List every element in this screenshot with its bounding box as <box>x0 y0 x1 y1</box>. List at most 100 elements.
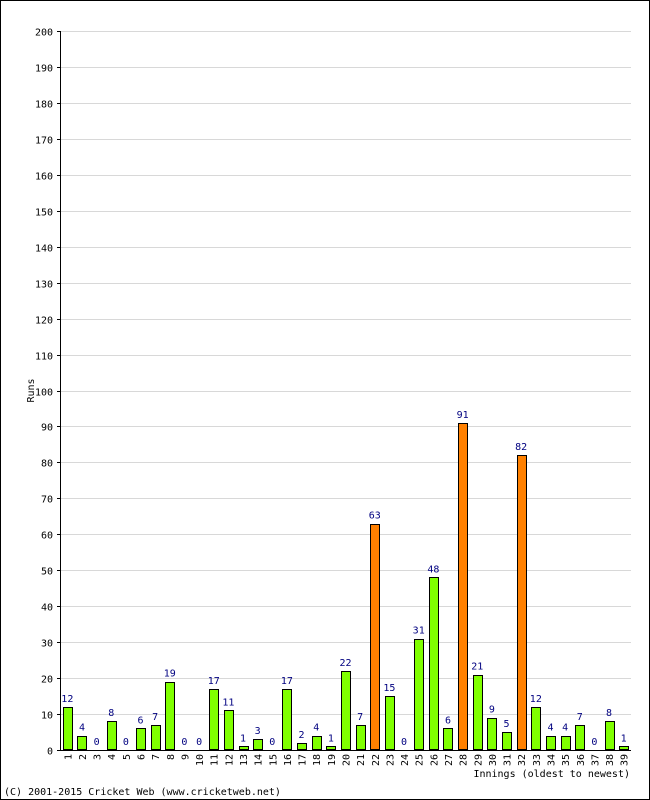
x-tick-label-35: 35 <box>561 754 572 766</box>
bar-innings-27 <box>443 728 453 750</box>
value-label-innings-30: 9 <box>489 705 495 716</box>
y-tick-label-50: 50 <box>41 567 53 578</box>
bar-innings-11 <box>209 689 219 750</box>
bar-innings-25 <box>414 639 424 750</box>
value-label-innings-5: 0 <box>123 737 129 748</box>
x-tick-label-39: 39 <box>620 754 631 766</box>
value-label-innings-15: 0 <box>269 737 275 748</box>
bar-innings-13 <box>239 746 249 750</box>
bar-innings-23 <box>385 696 395 750</box>
x-tick-label-37: 37 <box>590 754 601 766</box>
value-label-innings-17: 2 <box>299 730 305 741</box>
bar-innings-33 <box>531 707 541 750</box>
value-label-innings-26: 48 <box>427 564 439 575</box>
x-tick-label-31: 31 <box>503 754 514 766</box>
bar-innings-30 <box>487 718 497 750</box>
bar-innings-4 <box>107 721 117 750</box>
y-tick-label-200: 200 <box>35 28 53 39</box>
value-label-innings-16: 17 <box>281 676 293 687</box>
x-tick-label-23: 23 <box>385 754 396 766</box>
x-tick-label-11: 11 <box>210 754 221 766</box>
value-label-innings-13: 1 <box>240 733 246 744</box>
value-label-innings-11: 17 <box>208 676 220 687</box>
x-tick-label-24: 24 <box>400 754 411 766</box>
y-tick-label-40: 40 <box>41 603 53 614</box>
y-tick-label-170: 170 <box>35 136 53 147</box>
value-label-innings-38: 8 <box>606 708 612 719</box>
bars <box>63 423 629 750</box>
y-tick-label-190: 190 <box>35 64 53 75</box>
x-tick-label-30: 30 <box>488 754 499 766</box>
bar-innings-35 <box>561 736 571 750</box>
y-tick-label-30: 30 <box>41 639 53 650</box>
value-label-innings-21: 7 <box>357 712 363 723</box>
value-label-innings-19: 1 <box>328 733 334 744</box>
y-tick-label-10: 10 <box>41 711 53 722</box>
x-tick-label-25: 25 <box>415 754 426 766</box>
x-tick-label-13: 13 <box>239 754 250 766</box>
y-tick-label-130: 130 <box>35 280 53 291</box>
x-tick-label-38: 38 <box>605 754 616 766</box>
x-axis-title: Innings (oldest to newest) <box>473 769 630 780</box>
value-label-innings-39: 1 <box>621 733 627 744</box>
value-label-innings-4: 8 <box>108 708 114 719</box>
value-label-innings-28: 91 <box>457 410 469 421</box>
value-label-innings-33: 12 <box>530 694 542 705</box>
x-tick-label-20: 20 <box>342 754 353 766</box>
value-label-innings-31: 5 <box>504 719 510 730</box>
value-label-innings-23: 15 <box>383 683 395 694</box>
value-label-innings-14: 3 <box>255 726 261 737</box>
value-label-innings-34: 4 <box>547 723 553 734</box>
bar-innings-19 <box>326 746 336 750</box>
value-label-innings-7: 7 <box>152 712 158 723</box>
value-label-innings-10: 0 <box>196 737 202 748</box>
x-tick-label-19: 19 <box>327 754 338 766</box>
x-tick-label-3: 3 <box>93 754 104 760</box>
bar-innings-36 <box>575 725 585 750</box>
value-label-innings-9: 0 <box>181 737 187 748</box>
bar-innings-22 <box>370 524 380 750</box>
x-tick-label-17: 17 <box>298 754 309 766</box>
bar-innings-17 <box>297 743 307 750</box>
value-label-innings-35: 4 <box>562 723 568 734</box>
bar-innings-14 <box>253 739 263 750</box>
y-tick-label-20: 20 <box>41 675 53 686</box>
y-tick-label-0: 0 <box>47 747 53 758</box>
x-tick-label-15: 15 <box>268 754 279 766</box>
bar-innings-20 <box>341 671 351 750</box>
value-label-innings-8: 19 <box>164 669 176 680</box>
x-tick-label-29: 29 <box>473 754 484 766</box>
y-tick-label-60: 60 <box>41 531 53 542</box>
y-tick-label-70: 70 <box>41 495 53 506</box>
y-tick-label-160: 160 <box>35 172 53 183</box>
x-tick-label-4: 4 <box>107 754 118 760</box>
bar-innings-6 <box>136 728 146 750</box>
value-label-innings-25: 31 <box>413 626 425 637</box>
x-tick-labels: 1 2 3 4 5 6 7 8 9 10 11 12 13 14 15 16 17 18 19 20 21 22 23 24 2… <box>63 754 630 766</box>
copyright-footer: (C) 2001-2015 Cricket Web (www.cricketwe… <box>4 787 281 798</box>
y-tick-label-80: 80 <box>41 459 53 470</box>
x-tick-label-8: 8 <box>166 754 177 760</box>
bar-innings-8 <box>165 682 175 750</box>
y-tick-label-110: 110 <box>35 352 53 363</box>
bar-innings-29 <box>473 675 483 750</box>
value-label-innings-6: 6 <box>138 715 144 726</box>
x-tick-label-12: 12 <box>224 754 235 766</box>
value-label-innings-12: 11 <box>222 697 234 708</box>
value-label-innings-24: 0 <box>401 737 407 748</box>
x-tick-label-14: 14 <box>254 754 265 766</box>
x-tick-label-27: 27 <box>444 754 455 766</box>
x-tick-label-28: 28 <box>459 754 470 766</box>
x-tick-label-26: 26 <box>429 754 440 766</box>
x-tick-label-36: 36 <box>576 754 587 766</box>
value-label-innings-20: 22 <box>339 658 351 669</box>
x-tick-label-9: 9 <box>180 754 191 760</box>
bar-innings-38 <box>605 721 615 750</box>
bar-innings-28 <box>458 423 468 750</box>
x-tick-label-34: 34 <box>546 754 557 766</box>
value-label-innings-2: 4 <box>79 723 85 734</box>
x-tick-label-21: 21 <box>356 754 367 766</box>
